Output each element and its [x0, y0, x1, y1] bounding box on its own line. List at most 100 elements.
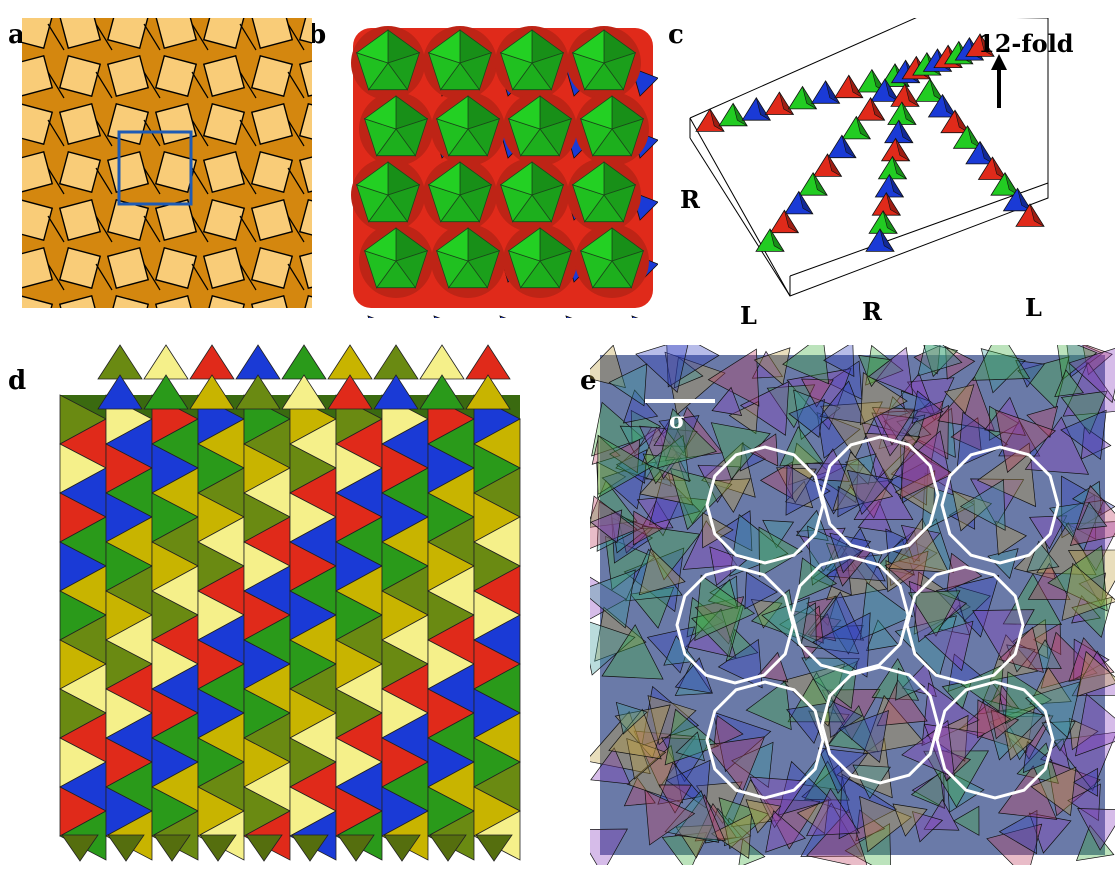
triangle-edge [191, 167, 209, 195]
translucent-tetrahedron [804, 760, 850, 801]
triangle-edge [47, 23, 65, 51]
translucent-tetrahedron [838, 773, 898, 840]
triangle-edge [239, 215, 257, 243]
translucent-tetrahedron [661, 737, 712, 783]
bottom-triangle [153, 834, 191, 862]
triangle-edge [191, 23, 209, 51]
translucent-tetrahedron [615, 701, 648, 735]
translucent-tetrahedron [590, 621, 636, 676]
translucent-packing [590, 345, 1115, 865]
triangle-edge [95, 215, 113, 243]
triangle-edge [143, 71, 161, 99]
square-tile [298, 102, 312, 140]
blue-triangle [367, 315, 375, 318]
tetrahedron-side [870, 97, 885, 121]
translucent-tetrahedron [666, 345, 720, 388]
translucent-tetrahedron [866, 619, 900, 651]
translucent-tetrahedron [622, 389, 659, 424]
triangle-edge [191, 263, 209, 291]
translucent-tetrahedron [1027, 639, 1062, 669]
translucent-tetrahedron [954, 585, 991, 622]
translucent-tetrahedron [859, 796, 913, 853]
tetrahedron-side [1004, 172, 1020, 196]
square-tile [251, 18, 294, 50]
translucent-tetrahedron [1077, 808, 1115, 851]
square-tile [298, 60, 312, 98]
translucent-tetrahedron [913, 345, 941, 375]
translucent-tetrahedron [1002, 715, 1054, 760]
triangle-edge [287, 263, 305, 291]
translucent-tetrahedron [812, 612, 871, 678]
translucent-tetrahedron [590, 345, 626, 389]
icosahedron-face [507, 227, 541, 262]
triangle-edge [239, 71, 257, 99]
translucent-tetrahedron [944, 384, 975, 415]
translucent-tetrahedron [784, 480, 814, 509]
translucent-tetrahedron [952, 490, 993, 532]
translucent-tetrahedron [658, 784, 692, 814]
translucent-tetrahedron [858, 354, 893, 388]
triangle-edge [239, 119, 257, 147]
translucent-tetrahedron [1029, 666, 1072, 705]
triangle-edge [239, 167, 257, 195]
square-tile [106, 54, 150, 98]
blue-triangle [565, 315, 573, 318]
translucent-tetrahedron [823, 345, 855, 377]
icosahedron-face [363, 227, 397, 262]
cap-triangle [373, 344, 419, 380]
cap-triangle [97, 344, 143, 380]
translucent-tetrahedron [682, 520, 738, 570]
translucent-tetrahedron [639, 425, 698, 480]
translucent-tetrahedron [615, 449, 647, 484]
icosahedron-face [571, 161, 605, 196]
translucent-tetrahedron [1030, 766, 1077, 817]
translucent-tetrahedron [911, 770, 945, 809]
cap-triangle [465, 344, 511, 380]
translucent-tetrahedron [669, 467, 733, 531]
translucent-tetrahedron [608, 708, 662, 760]
cap-triangle [465, 374, 511, 410]
translucent-tetrahedron [972, 345, 1031, 381]
icosahedron-face [579, 95, 613, 130]
tetrahedron-side [967, 125, 982, 149]
translucent-tetrahedron [745, 799, 782, 834]
dodecagon-outline [820, 435, 940, 555]
panel-d-column [40, 335, 540, 865]
triangle-edge [95, 71, 113, 99]
triangle-edge [47, 215, 65, 243]
translucent-tetrahedron [625, 548, 683, 602]
bottom-triangle [383, 834, 421, 862]
translucent-tetrahedron [844, 823, 891, 865]
triangle-edge [239, 263, 257, 291]
icosahedron-face [427, 161, 461, 196]
translucent-tetrahedron [712, 711, 772, 773]
translucent-tetrahedron [1068, 348, 1115, 404]
cap-triangle [143, 344, 189, 380]
tetrahedron-side [954, 110, 970, 133]
translucent-tetrahedron [982, 698, 1045, 761]
translucent-tetrahedron [1071, 596, 1113, 638]
translucent-tetrahedron [950, 417, 982, 451]
translucent-tetrahedron [807, 525, 862, 586]
translucent-tetrahedron [998, 809, 1038, 855]
square-tile [202, 246, 246, 290]
tetrahedron-side [895, 138, 910, 162]
translucent-tetrahedron [725, 628, 759, 662]
bottom-triangle [199, 834, 237, 862]
translucent-tetrahedron [1028, 515, 1068, 550]
translucent-tetrahedron [601, 624, 664, 680]
translucent-tetrahedron [829, 532, 872, 574]
translucent-tetrahedron [788, 398, 825, 438]
translucent-tetrahedron [977, 699, 1012, 739]
tetrahedron-side [769, 228, 785, 252]
translucent-tetrahedron [751, 350, 784, 379]
cap-triangle [419, 374, 465, 410]
translucent-tetrahedron [892, 803, 928, 837]
translucent-tetrahedron [871, 412, 919, 457]
panel-b-packing [348, 18, 658, 318]
translucent-tetrahedron [674, 794, 726, 842]
triangle-edge [47, 71, 65, 99]
panel-label-e: e [580, 366, 597, 396]
translucent-tetrahedron [1072, 767, 1098, 797]
translucent-tetrahedron [594, 606, 647, 662]
